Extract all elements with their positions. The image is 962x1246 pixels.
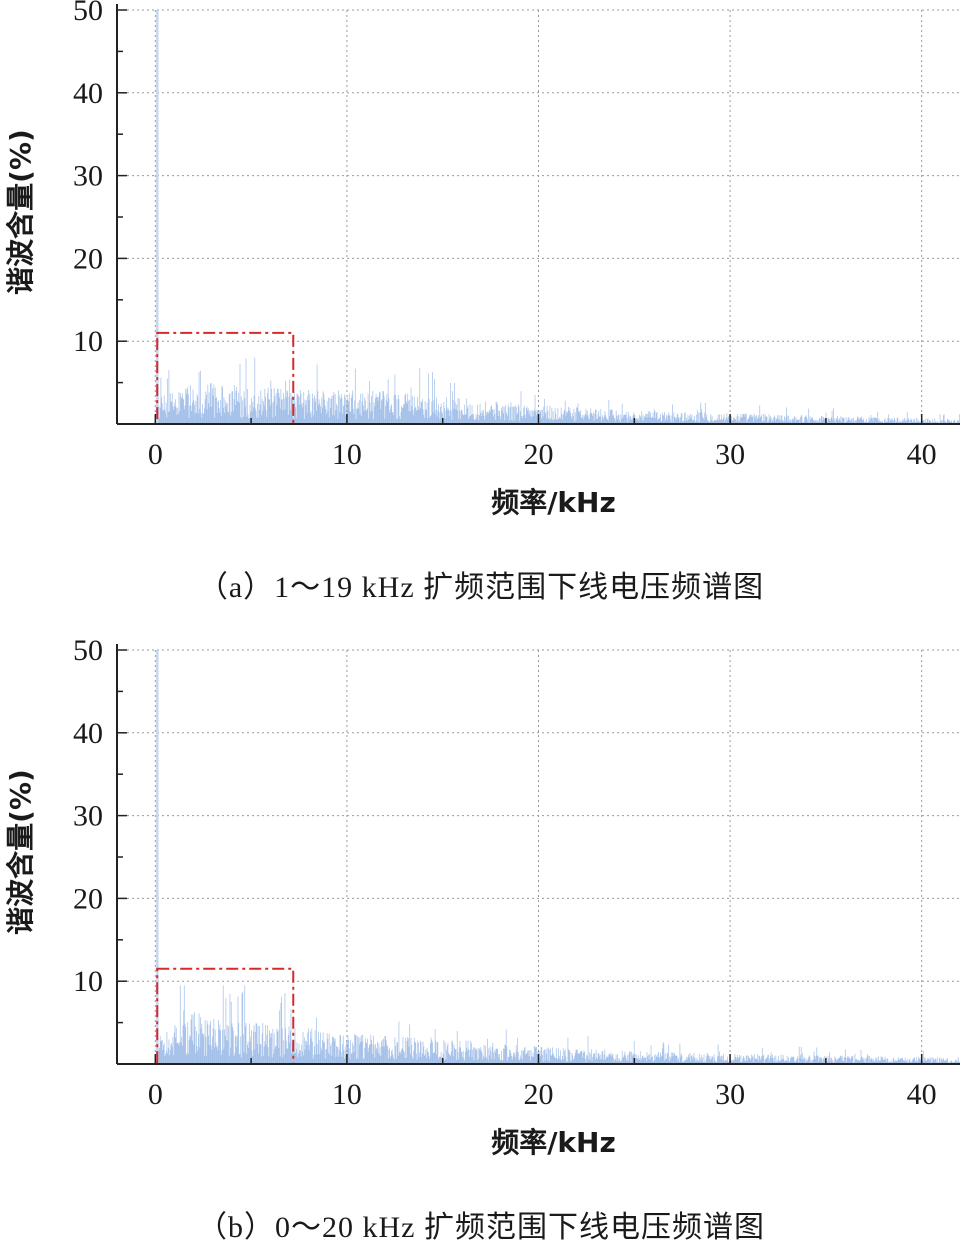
spectrum-series xyxy=(157,985,960,1064)
y-tick-label: 50 xyxy=(73,0,103,27)
y-tick-label: 40 xyxy=(73,77,103,110)
chart-panel-a: 10 20 30 40 50 0 10 20 30 40 频率/kHz 谐波含量(%) （a）1～19… xyxy=(0,0,962,610)
y-tick-label: 30 xyxy=(73,160,103,193)
x-tick-label: 0 xyxy=(148,1078,163,1111)
x-axis-title: 频率/kHz xyxy=(491,486,616,519)
x-axis-title: 频率/kHz xyxy=(491,1126,616,1159)
y-tick-label: 20 xyxy=(73,242,103,275)
chart-panel-b: 10 20 30 40 50 0 10 20 30 40 频率/kHz 谐波含量(%) （b）0～20… xyxy=(0,634,962,1244)
x-tick-label: 20 xyxy=(524,438,554,471)
spectrum-chart-a: 10 20 30 40 50 0 10 20 30 40 频率/kHz 谐波含量(%) xyxy=(4,0,960,519)
y-tick-label: 10 xyxy=(73,325,103,358)
x-tick-label: 10 xyxy=(332,1078,362,1111)
spectrum-series xyxy=(157,357,960,424)
y-tick-label: 30 xyxy=(73,800,103,833)
highlight-box xyxy=(156,331,295,426)
x-tick-label: 40 xyxy=(907,438,937,471)
y-tick-label: 20 xyxy=(73,882,103,915)
x-tick-label: 40 xyxy=(907,1078,937,1111)
grid xyxy=(117,649,960,1064)
y-tick-label: 50 xyxy=(73,634,103,667)
caption-b: （b）0～20 kHz 扩频范围下线电压频谱图 xyxy=(197,1211,765,1244)
y-tick-label: 40 xyxy=(73,717,103,750)
x-tick-label: 0 xyxy=(148,438,163,471)
y-axis-title: 谐波含量(%) xyxy=(4,129,37,295)
y-axis-title: 谐波含量(%) xyxy=(4,769,37,935)
y-tick-label: 10 xyxy=(73,965,103,998)
x-tick-label: 30 xyxy=(715,438,745,471)
x-tick-label: 20 xyxy=(524,1078,554,1111)
spectrum-chart-b: 10 20 30 40 50 0 10 20 30 40 频率/kHz 谐波含量(%) xyxy=(4,634,960,1159)
grid xyxy=(117,9,960,424)
x-tick-label: 30 xyxy=(715,1078,745,1111)
x-tick-label: 10 xyxy=(332,438,362,471)
caption-a: （a）1～19 kHz 扩频范围下线电压频谱图 xyxy=(197,571,765,604)
